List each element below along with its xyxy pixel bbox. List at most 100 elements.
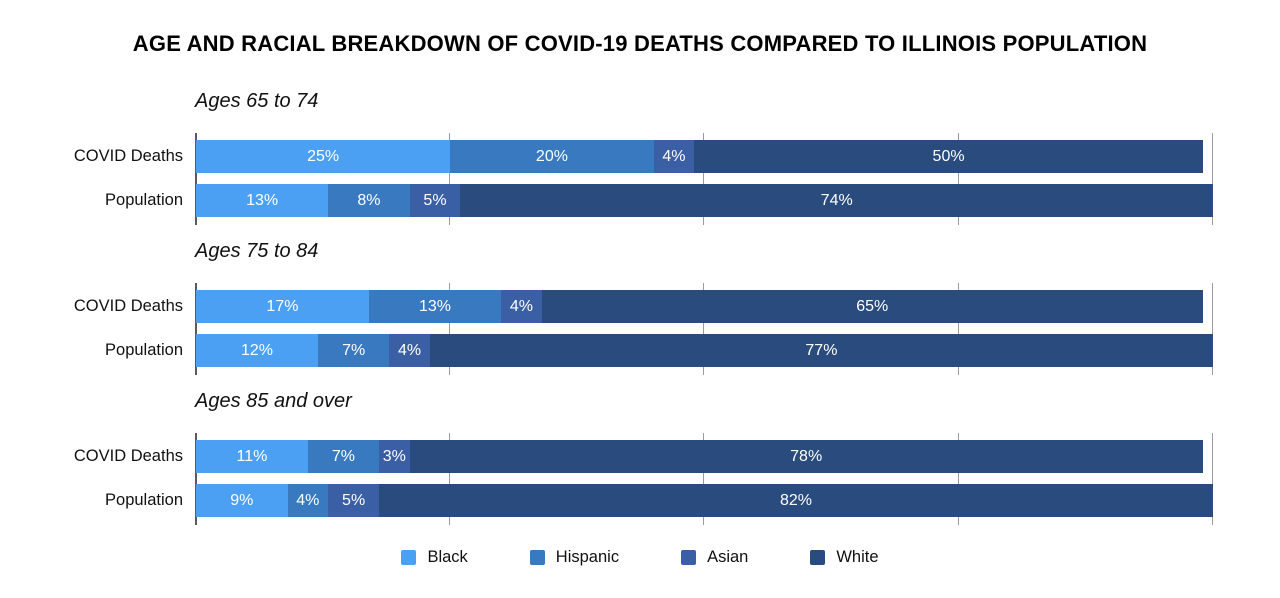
tick-grid [195, 433, 1213, 525]
bar-segment-white: 65% [541, 290, 1203, 323]
segment-value-label: 78% [790, 447, 823, 465]
y-axis-line [195, 133, 197, 225]
bar-segment-hispanic: 7% [307, 440, 380, 473]
bar-segment-white: 50% [694, 140, 1203, 173]
segment-value-label: 4% [662, 147, 686, 165]
bar-segment-hispanic: 7% [318, 334, 390, 367]
bar-segment-asian: 3% [379, 440, 410, 473]
bar-segment-black: 13% [196, 184, 329, 217]
tick-50 [703, 133, 704, 225]
segment-value-label: 5% [342, 491, 366, 509]
stacked-bar: 9% 4% 5% 82% [196, 484, 1213, 517]
bar-segment-black: 9% [196, 484, 288, 517]
stacked-bar: 12% 7% 4% 77% [196, 334, 1213, 367]
table-row: Population 12% 7% 4% 77% [0, 334, 1280, 367]
legend-item-black: Black [401, 548, 468, 567]
segment-value-label: 11% [236, 447, 268, 465]
legend-label: Hispanic [555, 548, 620, 566]
segment-value-label: 50% [932, 147, 965, 165]
group-title: Ages 85 and over [195, 390, 352, 412]
legend-swatch-icon [681, 550, 697, 565]
bar-segment-hispanic: 13% [368, 290, 502, 323]
segment-value-label: 77% [805, 341, 838, 359]
legend-swatch-icon [810, 550, 826, 565]
bar-segment-hispanic: 4% [287, 484, 329, 517]
legend-swatch-icon [529, 550, 545, 565]
segment-value-label: 65% [856, 297, 889, 315]
legend-label: Asian [707, 548, 749, 566]
row-label: COVID Deaths [73, 447, 183, 465]
tick-25 [448, 283, 450, 375]
tick-75 [957, 433, 959, 525]
tick-100 [1212, 283, 1213, 375]
segment-value-label: 7% [342, 341, 366, 359]
segment-value-label: 9% [230, 491, 254, 509]
tick-75 [957, 133, 959, 225]
legend-label: Black [427, 548, 468, 566]
tick-grid [195, 133, 1213, 225]
segment-value-label: 5% [423, 191, 447, 209]
bar-segment-white: 77% [429, 334, 1213, 367]
y-axis-line [195, 283, 197, 375]
bar-segment-asian: 4% [389, 334, 430, 367]
tick-50 [703, 283, 704, 375]
table-row: Population 9% 4% 5% 82% [0, 484, 1280, 517]
table-row: COVID Deaths 25% 20% 4% 50% [0, 140, 1280, 173]
legend-item-asian: Asian [681, 548, 748, 567]
segment-value-label: 4% [397, 341, 422, 359]
tick-25 [448, 433, 450, 525]
bar-segment-black: 17% [196, 290, 369, 323]
tick-25 [448, 133, 450, 225]
bar-segment-hispanic: 8% [328, 184, 410, 217]
bar-segment-asian: 5% [409, 184, 461, 217]
bar-segment-asian: 5% [328, 484, 380, 517]
row-label: Population [105, 341, 183, 359]
tick-100 [1212, 133, 1213, 225]
segment-value-label: 82% [779, 491, 813, 509]
segment-value-label: 3% [382, 447, 406, 465]
bar-segment-black: 25% [196, 140, 451, 173]
segment-value-label: 13% [418, 297, 451, 315]
segment-value-label: 17% [266, 297, 299, 315]
table-row: Population 13% 8% 5% 74% [0, 184, 1280, 217]
segment-value-label: 13% [246, 191, 279, 209]
row-label: Population [105, 491, 183, 509]
stacked-bar: 11% 7% 3% 78% [196, 440, 1213, 473]
row-label: Population [105, 191, 183, 209]
bar-segment-white: 78% [409, 440, 1203, 473]
segment-value-label: 7% [331, 447, 356, 465]
group-title: Ages 75 to 84 [195, 240, 319, 262]
legend-item-white: White [810, 548, 879, 567]
group-title: Ages 65 to 74 [195, 90, 319, 112]
row-label: COVID Deaths [73, 297, 183, 315]
legend-label: White [836, 548, 879, 566]
chart-title: AGE AND RACIAL BREAKDOWN OF COVID-19 DEA… [132, 31, 1148, 56]
segment-value-label: 12% [241, 341, 274, 359]
bar-segment-white: 74% [460, 184, 1213, 217]
stacked-bar: 25% 20% 4% 50% [196, 140, 1213, 173]
tick-grid [195, 283, 1213, 375]
stacked-bar: 17% 13% 4% 65% [196, 290, 1213, 323]
segment-value-label: 8% [357, 191, 381, 209]
table-row: COVID Deaths 11% 7% 3% 78% [0, 440, 1280, 473]
row-label: COVID Deaths [73, 147, 183, 165]
tick-50 [703, 433, 704, 525]
bar-segment-black: 12% [196, 334, 319, 367]
segment-value-label: 25% [307, 147, 340, 165]
legend-item-hispanic: Hispanic [529, 548, 620, 567]
segment-value-label: 4% [509, 297, 533, 315]
stacked-bar: 13% 8% 5% 74% [196, 184, 1213, 217]
y-axis-line [195, 433, 197, 525]
bar-segment-hispanic: 20% [450, 140, 654, 173]
segment-value-label: 74% [820, 191, 853, 209]
table-row: COVID Deaths 17% 13% 4% 65% [0, 290, 1280, 323]
bar-segment-white: 82% [379, 484, 1213, 517]
tick-100 [1212, 433, 1213, 525]
segment-value-label: 4% [296, 491, 320, 509]
segment-value-label: 20% [535, 147, 568, 165]
bar-segment-asian: 4% [501, 290, 542, 323]
legend-swatch-icon [401, 550, 417, 565]
legend: Black Hispanic Asian White [0, 548, 1280, 567]
tick-75 [957, 283, 959, 375]
